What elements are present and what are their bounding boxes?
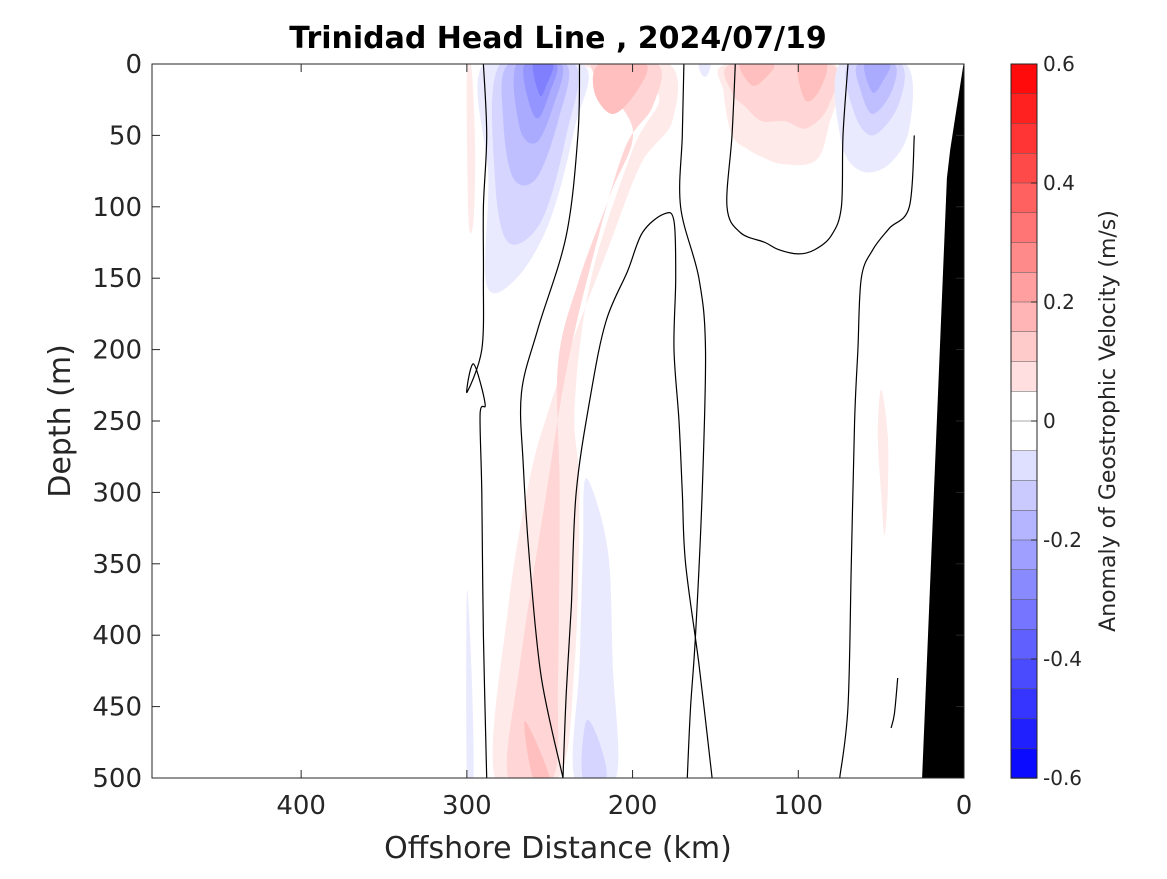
- y-axis-label: Depth (m): [43, 344, 78, 498]
- colorbar-swatch: [1010, 182, 1038, 214]
- contour-line-26: [562, 211, 713, 778]
- colorbar-tick-label: -0.2: [1043, 528, 1082, 552]
- velocity-region-6: [532, 64, 554, 97]
- y-tick-label: 400: [92, 621, 142, 651]
- colorbar-swatch: [1010, 301, 1038, 333]
- y-tick-label: 100: [92, 193, 142, 223]
- colorbar-swatch: [1010, 420, 1038, 452]
- y-tick-label: 50: [109, 121, 142, 151]
- y-tick-label: 500: [92, 764, 142, 794]
- colorbar-swatch: [1010, 391, 1038, 422]
- colorbar-tick-label: 0.2: [1043, 290, 1075, 314]
- contour-line-30: [890, 677, 899, 729]
- chart-title: Trinidad Head Line , 2024/07/19: [289, 21, 826, 56]
- x-tick-label: 200: [608, 791, 658, 821]
- x-tick-label: 300: [442, 791, 492, 821]
- contour-line-28: [726, 64, 849, 255]
- velocity-region-22: [864, 64, 891, 93]
- contour-line-25: [519, 64, 581, 778]
- y-tick-label: 200: [92, 336, 142, 366]
- zero-contours: [466, 64, 915, 778]
- velocity-region-18: [797, 64, 828, 102]
- y-tick-label: 300: [92, 478, 142, 508]
- colorbar-swatch: [1010, 718, 1038, 749]
- velocity-region-0: [466, 64, 476, 234]
- bathymetry-shape: [922, 64, 964, 778]
- colorbar-swatch: [1010, 480, 1038, 511]
- colorbar: 0.6 0.4 0.2 0 -0.2 -0.4 -0.6: [1010, 52, 1082, 790]
- colorbar-swatch: [1010, 599, 1038, 630]
- velocity-region-23: [877, 389, 889, 536]
- x-tick-label: 400: [276, 791, 326, 821]
- velocity-region-12: [581, 719, 607, 778]
- colorbar-swatch: [1010, 93, 1038, 125]
- velocity-fills: [466, 64, 914, 778]
- colorbar-swatch: [1010, 658, 1038, 690]
- y-tick-label: 150: [92, 264, 142, 294]
- colorbar-swatch: [1010, 688, 1038, 720]
- velocity-region-9: [592, 64, 648, 114]
- y-axis-ticks: 0 50 100 150 200 250 300 350 400 450 500: [92, 50, 964, 794]
- colorbar-swatch: [1010, 123, 1038, 154]
- velocity-region-8: [506, 64, 662, 778]
- x-tick-label: 100: [773, 791, 823, 821]
- colorbar-swatch: [1010, 510, 1038, 541]
- contour-line-27: [679, 64, 707, 778]
- colorbar-swatch: [1010, 629, 1038, 660]
- colorbar-swatch: [1010, 212, 1038, 244]
- y-tick-label: 250: [92, 407, 142, 437]
- colorbar-swatch: [1010, 450, 1038, 482]
- colorbar-tick-label: 0.6: [1043, 52, 1075, 76]
- x-axis-ticks: 400 300 200 100 0: [276, 64, 972, 821]
- colorbar-tick-label: -0.6: [1043, 766, 1082, 790]
- y-tick-label: 350: [92, 550, 142, 580]
- contour-line-24: [466, 64, 488, 778]
- colorbar-swatch: [1010, 569, 1038, 601]
- y-tick-label: 450: [92, 693, 142, 723]
- colorbar-swatch: [1010, 153, 1038, 184]
- colorbar-swatch: [1010, 748, 1038, 779]
- colorbar-tick-label: 0: [1043, 409, 1056, 433]
- colorbar-tick-label: 0.4: [1043, 171, 1075, 195]
- colorbar-swatch: [1010, 361, 1038, 392]
- x-tick-label: 0: [956, 791, 973, 821]
- velocity-region-10: [524, 720, 550, 778]
- x-axis-label: Offshore Distance (km): [384, 831, 732, 866]
- velocity-region-14: [698, 64, 711, 77]
- colorbar-swatch: [1010, 539, 1038, 571]
- bathymetry-mask: [922, 64, 964, 778]
- contour-line-29: [839, 135, 915, 778]
- colorbar-swatch: [1010, 331, 1038, 363]
- colorbar-label: Anomaly of Geostrophic Velocity (m/s): [1096, 210, 1121, 632]
- colorbar-tick-label: -0.4: [1043, 647, 1082, 671]
- velocity-region-13: [466, 589, 474, 778]
- colorbar-swatch: [1010, 63, 1038, 95]
- velocity-region-17: [739, 64, 775, 86]
- colorbar-swatch: [1010, 242, 1038, 273]
- y-tick-label: 0: [125, 50, 142, 80]
- velocity-region-11: [572, 478, 619, 778]
- colorbar-swatch: [1010, 272, 1038, 303]
